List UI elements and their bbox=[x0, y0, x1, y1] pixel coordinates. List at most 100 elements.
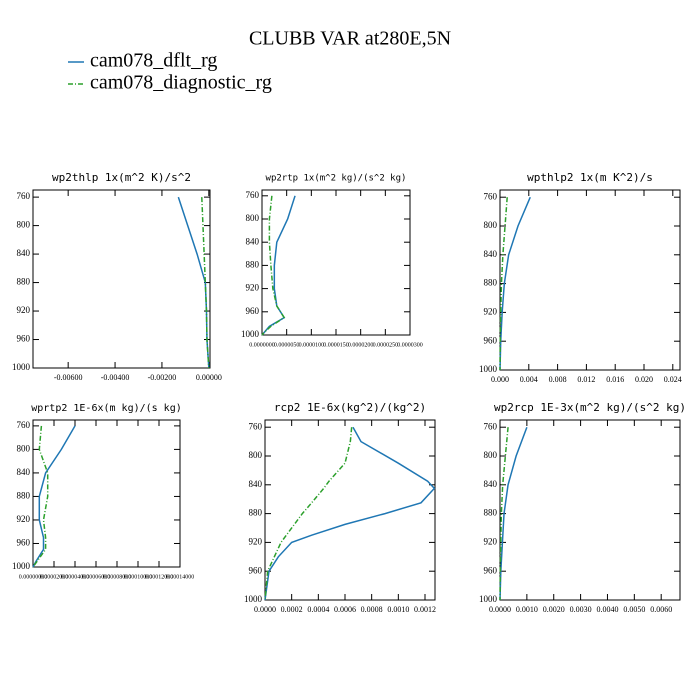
y-tick-label: 920 bbox=[246, 283, 260, 293]
plot-frame bbox=[32, 189, 211, 369]
series-line bbox=[499, 197, 508, 371]
y-tick-label: 800 bbox=[246, 213, 260, 223]
y-tick-label: 800 bbox=[17, 220, 31, 230]
x-tick-label: 0.00000000 bbox=[19, 574, 48, 580]
x-tick-label: 0.0000 bbox=[489, 605, 511, 614]
y-tick-label: 960 bbox=[484, 565, 498, 575]
panel-title: wp2rcp 1E-3x(m^2 kg)/(s^2 kg) bbox=[494, 401, 686, 414]
panel-title: wp2rtp 1x(m^2 kg)/(s^2 kg) bbox=[266, 174, 407, 184]
plot-frame bbox=[32, 419, 181, 568]
y-tick-label: 960 bbox=[484, 335, 498, 345]
x-tick-label: 0.00010000 bbox=[124, 574, 153, 580]
plot-frame bbox=[499, 189, 681, 371]
x-tick-label: 0.00014000 bbox=[166, 574, 195, 580]
x-tick-label: 0.004 bbox=[520, 375, 538, 384]
x-tick-label: 0.0000050 bbox=[274, 342, 300, 348]
y-tick-label: 1000 bbox=[12, 561, 31, 571]
y-tick-label: 800 bbox=[484, 220, 498, 230]
y-tick-label: 880 bbox=[246, 259, 260, 269]
y-tick-label: 960 bbox=[249, 565, 263, 575]
x-tick-label: 0.008 bbox=[549, 375, 567, 384]
y-tick-label: 840 bbox=[17, 248, 31, 258]
x-tick-label: 0.000 bbox=[491, 375, 509, 384]
x-tick-label: 0.024 bbox=[664, 375, 682, 384]
y-tick-label: 760 bbox=[17, 191, 31, 201]
x-tick-label: 0.016 bbox=[606, 375, 624, 384]
y-tick-label: 920 bbox=[484, 306, 498, 316]
y-tick-label: 1000 bbox=[12, 362, 31, 372]
y-tick-label: 1000 bbox=[244, 594, 263, 604]
x-tick-label: 0.0000300 bbox=[397, 342, 423, 348]
y-tick-label: 880 bbox=[249, 508, 263, 518]
x-tick-label: 0.0030 bbox=[570, 605, 592, 614]
y-tick-label: 960 bbox=[17, 538, 31, 548]
legend-label: cam078_diagnostic_rg bbox=[90, 72, 272, 94]
x-tick-label: 0.0010 bbox=[516, 605, 538, 614]
x-tick-label: -0.00600 bbox=[54, 373, 83, 382]
y-tick-label: 800 bbox=[249, 450, 263, 460]
y-tick-label: 880 bbox=[17, 277, 31, 287]
series-line bbox=[201, 197, 210, 369]
x-tick-label: 0.0000100 bbox=[299, 342, 325, 348]
x-tick-label: 0.0006 bbox=[334, 605, 356, 614]
y-tick-label: 800 bbox=[484, 450, 498, 460]
x-tick-label: 0.0000000 bbox=[249, 342, 275, 348]
x-tick-label: 0.00000 bbox=[196, 373, 222, 382]
x-tick-label: 0.0060 bbox=[650, 605, 672, 614]
panel-title: wp2thlp 1x(m^2 K)/s^2 bbox=[52, 171, 191, 184]
series-line bbox=[32, 425, 49, 568]
x-tick-label: 0.0000150 bbox=[323, 342, 349, 348]
x-tick-label: 0.00004000 bbox=[61, 574, 90, 580]
y-tick-label: 960 bbox=[17, 334, 31, 344]
y-tick-label: 920 bbox=[249, 536, 263, 546]
y-tick-label: 1000 bbox=[241, 329, 260, 339]
x-tick-label: 0.0000250 bbox=[373, 342, 399, 348]
x-tick-label: 0.0008 bbox=[361, 605, 383, 614]
x-tick-label: 0.012 bbox=[577, 375, 595, 384]
x-tick-label: 0.0040 bbox=[596, 605, 618, 614]
y-tick-label: 840 bbox=[246, 236, 260, 246]
figure-title: CLUBB VAR at280E,5N bbox=[249, 28, 451, 50]
y-tick-label: 960 bbox=[246, 306, 260, 316]
x-tick-label: 0.0020 bbox=[543, 605, 565, 614]
x-tick-label: 0.0000 bbox=[254, 605, 276, 614]
x-tick-label: 0.0002 bbox=[281, 605, 303, 614]
series-line bbox=[499, 426, 528, 601]
y-tick-label: 1000 bbox=[479, 594, 498, 604]
y-tick-label: 760 bbox=[249, 421, 263, 431]
series-line bbox=[264, 427, 353, 601]
plot-frame bbox=[499, 419, 681, 601]
y-tick-label: 760 bbox=[17, 420, 31, 430]
series-line bbox=[499, 427, 509, 601]
x-tick-label: 0.00012000 bbox=[145, 574, 174, 580]
panel-title: wprtp2 1E-6x(m kg)/(s kg) bbox=[31, 403, 182, 414]
plot-frame bbox=[264, 419, 436, 601]
x-tick-label: 0.00002000 bbox=[40, 574, 69, 580]
x-tick-label: 0.0012 bbox=[414, 605, 436, 614]
series-line bbox=[261, 195, 286, 336]
y-tick-label: 760 bbox=[484, 421, 498, 431]
panel-title: rcp2 1E-6x(kg^2)/(kg^2) bbox=[274, 401, 426, 414]
series-line bbox=[264, 426, 436, 601]
x-tick-label: 0.00008000 bbox=[103, 574, 132, 580]
series-line bbox=[32, 425, 76, 568]
y-tick-label: 800 bbox=[17, 443, 31, 453]
y-tick-label: 920 bbox=[17, 305, 31, 315]
y-tick-label: 840 bbox=[484, 249, 498, 259]
x-tick-label: 0.0050 bbox=[623, 605, 645, 614]
y-tick-label: 760 bbox=[246, 190, 260, 200]
y-tick-label: 840 bbox=[17, 467, 31, 477]
y-tick-label: 880 bbox=[484, 508, 498, 518]
y-tick-label: 1000 bbox=[479, 364, 498, 374]
x-tick-label: 0.0004 bbox=[307, 605, 329, 614]
x-tick-label: 0.0000200 bbox=[348, 342, 374, 348]
legend-label: cam078_dflt_rg bbox=[90, 50, 217, 72]
y-tick-label: 840 bbox=[249, 479, 263, 489]
x-tick-label: -0.00400 bbox=[101, 373, 130, 382]
y-tick-label: 920 bbox=[17, 514, 31, 524]
panel-title: wpthlp2 1x(m K^2)/s bbox=[527, 171, 653, 184]
y-tick-label: 880 bbox=[484, 278, 498, 288]
y-tick-label: 920 bbox=[484, 536, 498, 546]
x-tick-label: 0.00006000 bbox=[82, 574, 111, 580]
